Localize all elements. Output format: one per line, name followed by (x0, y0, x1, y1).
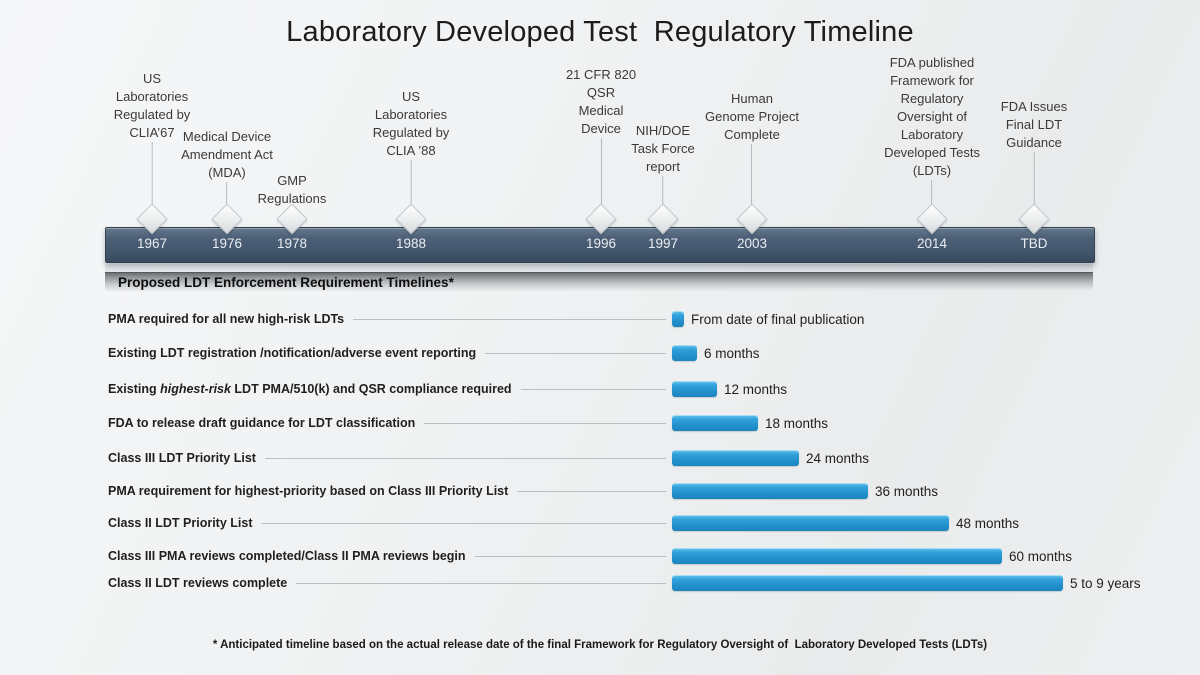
event-label: FDA published Framework for Regulatory O… (884, 55, 980, 178)
timeline-event-1988: US Laboratories Regulated by CLIA ’88 (372, 88, 450, 208)
duration-label: 48 months (956, 515, 1020, 531)
year-label: 1997 (647, 236, 679, 251)
timeline-event-1997: NIH/DOE Task Force report (631, 122, 695, 208)
timeline-event-2014: FDA published Framework for Regulatory O… (884, 54, 980, 208)
timeline-event-tbd: FDA Issues Final LDT Guidance (1001, 98, 1067, 208)
connector-line (931, 180, 933, 208)
leader-line (485, 352, 666, 354)
duration-bar (672, 345, 697, 361)
timeline-event-1978: GMP Regulations (257, 172, 327, 211)
duration-bar (672, 515, 949, 531)
year-label: 1976 (211, 236, 243, 251)
connector-line (662, 176, 664, 208)
duration-bar (672, 575, 1063, 591)
task-label: PMA required for all new high-risk LDTs (108, 312, 345, 326)
connector-line (226, 182, 228, 208)
leader-line (424, 422, 666, 424)
event-label: Medical Device Amendment Act (MDA) (181, 129, 273, 180)
task-label: FDA to release draft guidance for LDT cl… (108, 416, 416, 430)
duration-label: 12 months (724, 381, 788, 397)
leader-line (474, 555, 666, 557)
leader-line (261, 522, 666, 524)
page-title: Laboratory Developed Test Regulatory Tim… (286, 16, 914, 48)
timeline-event-2003: Human Genome Project Complete (705, 90, 799, 208)
event-label: GMP Regulations (257, 173, 327, 206)
timeline-event-1967: US Laboratories Regulated by CLIA’67 (113, 70, 191, 208)
duration-label: 60 months (1009, 548, 1073, 564)
task-label: Class III PMA reviews completed/Class II… (108, 549, 466, 563)
gantt-row: Existing LDT registration /notification/… (108, 344, 760, 362)
leader-line (296, 582, 666, 584)
duration-label: 18 months (765, 415, 829, 431)
task-label: Class II LDT Priority List (108, 516, 253, 530)
gantt-row: PMA required for all new high-risk LDTs … (108, 310, 864, 328)
task-label-suffix: LDT PMA/510(k) and QSR compliance requir… (230, 382, 512, 396)
duration-bar (672, 381, 717, 397)
task-label: Existing LDT registration /notification/… (108, 346, 477, 360)
leader-line (264, 457, 666, 459)
year-label: 1996 (585, 236, 617, 251)
connector-line (751, 144, 753, 208)
leader-line (353, 318, 666, 320)
timeline-event-1976: Medical Device Amendment Act (MDA) (181, 128, 273, 208)
gantt-row: Class II LDT Priority List 48 months (108, 514, 1019, 532)
footnote: * Anticipated timeline based on the actu… (212, 639, 988, 651)
year-label: 1988 (395, 236, 427, 251)
duration-bar (672, 311, 684, 327)
year-label: 2003 (736, 236, 768, 251)
duration-label: 24 months (806, 450, 870, 466)
gantt-row: Class III LDT Priority List 24 months (108, 449, 869, 467)
task-label: Existing highest-risk LDT PMA/510(k) and… (108, 382, 512, 396)
timeline-event-1996: 21 CFR 820 QSR Medical Device (566, 66, 636, 208)
leader-line (520, 388, 666, 390)
connector-line (151, 142, 153, 208)
gantt-row: Class II LDT reviews complete 5 to 9 yea… (108, 574, 1141, 592)
connector-line (600, 138, 602, 208)
event-label: FDA Issues Final LDT Guidance (1000, 99, 1068, 150)
year-label: 2014 (916, 236, 948, 251)
duration-label: From date of final publication (691, 311, 865, 327)
duration-label: 5 to 9 years (1070, 575, 1141, 591)
year-label: 1967 (136, 236, 168, 251)
year-label: 1978 (276, 236, 308, 251)
gantt-row: Class III PMA reviews completed/Class II… (108, 547, 1072, 565)
task-label: Class III LDT Priority List (108, 451, 256, 465)
leader-line (517, 490, 666, 492)
event-label: 21 CFR 820 QSR Medical Device (565, 67, 637, 136)
duration-bar (672, 548, 1002, 564)
duration-bar (672, 415, 758, 431)
year-label: TBD (1020, 236, 1048, 251)
connector-line (410, 160, 412, 208)
duration-bar (672, 483, 868, 499)
gantt-row: FDA to release draft guidance for LDT cl… (108, 414, 828, 432)
duration-label: 6 months (704, 345, 760, 361)
gantt-row: Existing highest-risk LDT PMA/510(k) and… (108, 380, 787, 398)
event-label: Human Genome Project Complete (705, 91, 799, 142)
task-label-prefix: Existing (108, 382, 161, 396)
event-label: US Laboratories Regulated by CLIA’67 (113, 71, 191, 140)
gantt-row: PMA requirement for highest-priority bas… (108, 482, 938, 500)
task-label-italic: highest-risk (160, 382, 231, 396)
event-label: US Laboratories Regulated by CLIA ’88 (372, 89, 450, 158)
duration-label: 36 months (875, 483, 939, 499)
duration-bar (672, 450, 799, 466)
connector-line (1033, 152, 1035, 208)
task-label: Class II LDT reviews complete (108, 576, 288, 590)
event-label: NIH/DOE Task Force report (631, 123, 695, 174)
task-label: PMA requirement for highest-priority bas… (108, 484, 509, 498)
section-header: Proposed LDT Enforcement Requirement Tim… (105, 272, 1093, 291)
